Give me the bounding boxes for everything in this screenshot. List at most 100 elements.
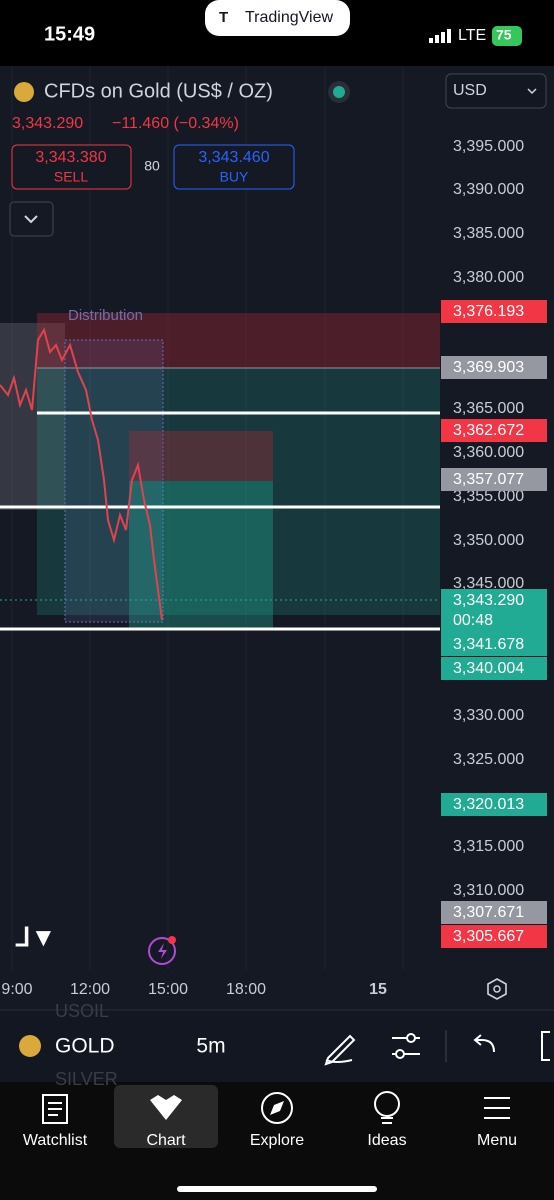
chevron — [24, 215, 38, 224]
buy-label: BUY — [220, 169, 249, 185]
zone — [64, 339, 164, 623]
clock: 15:49 — [44, 23, 95, 45]
price-badge-label: 3,307.671 — [453, 904, 524, 921]
peek-symbol: USOIL — [55, 1001, 109, 1021]
price-badge — [441, 468, 547, 491]
home-indicator — [177, 1186, 377, 1192]
price-scale-label: 3,385.000 — [453, 225, 524, 242]
indicators-icon[interactable] — [392, 1033, 420, 1059]
nav-label[interactable]: Chart — [146, 1132, 186, 1149]
nav-label[interactable]: Watchlist — [23, 1132, 88, 1149]
gold-icon — [14, 82, 34, 102]
price-badge — [441, 356, 547, 379]
sell-button[interactable] — [11, 144, 132, 190]
redo-icon[interactable] — [541, 1031, 550, 1061]
interval[interactable]: 5m — [196, 1035, 225, 1058]
zone — [129, 431, 273, 481]
toolbar-symbol[interactable]: GOLD — [55, 1035, 115, 1058]
price-scale-label: 3,395.000 — [453, 138, 524, 155]
price-badge — [441, 657, 547, 680]
price-badge-label: 3,305.667 — [453, 928, 524, 945]
price-scale-label: 3,355.000 — [453, 488, 524, 505]
bulb-base — [381, 1117, 393, 1124]
currency: USD — [453, 82, 487, 99]
price-badge-label: 3,343.290 — [453, 592, 524, 609]
price-badge-label: 3,376.193 — [453, 303, 524, 320]
price-scale-label: 3,315.000 — [453, 838, 524, 855]
explore-icon — [261, 1092, 293, 1124]
price-badge — [441, 925, 547, 948]
price-badge — [441, 633, 547, 656]
price-badge-label: 3,341.678 — [453, 636, 524, 653]
time-scale-label: 12:00 — [70, 981, 110, 998]
battery-level: 75 — [496, 27, 512, 43]
buy-price: 3,343.460 — [198, 149, 269, 166]
alert-icon[interactable] — [148, 937, 176, 965]
toolbar — [0, 1010, 554, 1082]
peek-symbol: SILVER — [55, 1069, 118, 1089]
time-scale-label: 9:00 — [1, 981, 32, 998]
zone — [0, 323, 65, 510]
price-scale-label: 3,345.000 — [453, 575, 524, 592]
banner-text: TradingView — [245, 9, 333, 26]
settings-icon-center — [493, 985, 501, 993]
price-badge — [441, 793, 547, 816]
symbol: CFDs on Gold (US$ / OZ) — [44, 80, 273, 102]
currency-select[interactable] — [445, 73, 547, 109]
price-scale-label: 3,310.000 — [453, 882, 524, 899]
watchlist-icon — [42, 1094, 68, 1124]
ideas-icon — [374, 1091, 400, 1117]
nav-label[interactable]: Ideas — [367, 1132, 406, 1149]
undo-icon[interactable] — [473, 1034, 495, 1053]
badge-dot — [168, 936, 176, 944]
countdown: 00:48 — [453, 612, 493, 629]
price-badge-label: 3,357.077 — [453, 471, 524, 488]
banner — [205, 0, 350, 36]
buy-button[interactable] — [173, 144, 295, 190]
price-badge-label: 3,320.013 — [453, 796, 524, 813]
tv-logo: ⅃▼ — [15, 922, 56, 952]
price-change: −11.460 (−0.34%) — [112, 115, 239, 132]
battery — [492, 26, 522, 46]
price-scale-label: 3,325.000 — [453, 751, 524, 768]
gold-icon — [19, 1035, 41, 1057]
time-scale-label: 15:00 — [148, 981, 188, 998]
grid — [11, 66, 404, 970]
market-status-dot — [333, 86, 345, 98]
price-badge-label: 3,362.672 — [453, 422, 524, 439]
price-scale-label: 3,360.000 — [453, 444, 524, 461]
settings-icon[interactable] — [487, 978, 507, 1000]
chart-icon — [150, 1095, 182, 1120]
price-badge — [441, 901, 547, 924]
price-badge — [441, 300, 547, 323]
nav-label[interactable]: Explore — [250, 1132, 304, 1149]
price-badge — [441, 419, 547, 442]
chart-area — [0, 66, 554, 1010]
compass — [270, 1101, 284, 1115]
sell-price: 3,343.380 — [35, 149, 106, 166]
bolt — [158, 943, 167, 959]
sell-label: SELL — [54, 169, 88, 185]
zone — [129, 481, 273, 630]
spread: 80 — [144, 158, 160, 174]
signal — [429, 29, 451, 43]
draw-icon[interactable] — [324, 1034, 356, 1066]
price-scale-label: 3,390.000 — [453, 181, 524, 198]
tv-logo-small: T — [219, 9, 228, 26]
zone — [37, 313, 440, 368]
time-scale-label: 18:00 — [226, 981, 266, 998]
menu-icon — [484, 1097, 510, 1119]
nav-label[interactable]: Menu — [477, 1132, 517, 1149]
price-path — [0, 327, 163, 621]
annotation: Distribution — [68, 307, 143, 324]
price-badge-label: 3,369.903 — [453, 359, 524, 376]
price-scale-label: 3,380.000 — [453, 269, 524, 286]
chevron — [527, 88, 537, 95]
nav-bar — [0, 1082, 554, 1200]
network: LTE — [458, 27, 486, 44]
collapse-button[interactable] — [9, 201, 54, 237]
last-price: 3,343.290 — [12, 115, 83, 132]
price-scale-label: 3,365.000 — [453, 400, 524, 417]
